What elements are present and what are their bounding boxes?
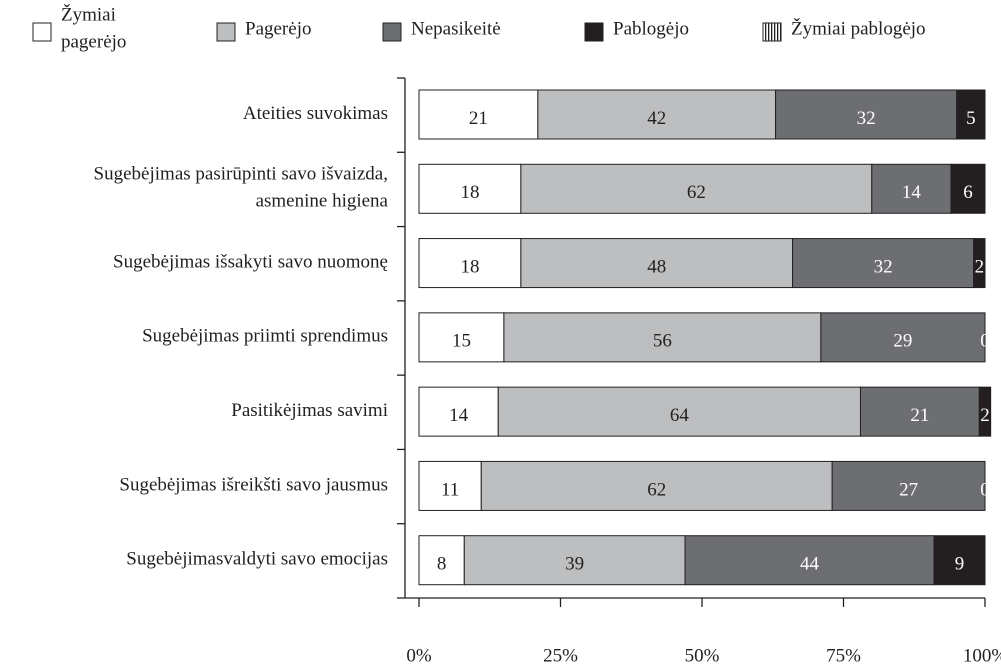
- data-label: 18: [460, 182, 479, 203]
- legend-label: Pagerėjo: [245, 18, 311, 39]
- category-label: Sugebėjimas išsakyti savo nuomonę: [113, 251, 388, 272]
- data-label: 39: [565, 554, 584, 575]
- data-label: 27: [899, 479, 918, 500]
- x-tick-label: 0%: [406, 645, 432, 666]
- data-label: 21: [469, 108, 488, 129]
- bar-segment: [418, 386, 499, 437]
- bar-segment: [775, 89, 958, 140]
- data-label: 14: [449, 405, 469, 426]
- bar-segment: [684, 535, 935, 586]
- bar-segment: [418, 312, 505, 363]
- data-label: 11: [441, 479, 459, 500]
- category-label: Pasitikėjimas savimi: [231, 400, 388, 421]
- bar-segment: [503, 312, 822, 363]
- legend-label: Žymiai pagerėjo: [61, 4, 126, 53]
- bar-segment: [820, 312, 986, 363]
- legend-swatch: [584, 22, 604, 42]
- bar-segment: [933, 535, 986, 586]
- data-label: 56: [653, 331, 672, 352]
- data-label: 62: [647, 479, 666, 500]
- bar-segment: [497, 386, 861, 437]
- legend-swatch: [32, 22, 52, 42]
- data-label: 32: [857, 108, 876, 129]
- x-tick-label: 75%: [826, 645, 861, 666]
- data-label: 29: [893, 331, 912, 352]
- bar-segment: [831, 460, 986, 511]
- category-label: Sugebėjimas priimti sprendimus: [142, 326, 388, 347]
- legend-swatch: [762, 22, 782, 42]
- data-label: 6: [963, 182, 973, 203]
- data-label: 5: [966, 108, 976, 129]
- data-label: 18: [460, 256, 479, 277]
- data-label: 21: [910, 405, 929, 426]
- data-label: 15: [452, 331, 471, 352]
- data-label: 0: [980, 479, 990, 500]
- data-label: 2: [975, 256, 985, 277]
- data-label: 14: [902, 182, 922, 203]
- category-label: Sugebėjimas išreikšti savo jausmus: [119, 474, 388, 495]
- legend-label: Pablogėjo: [613, 18, 689, 39]
- x-tick-label: 100%: [963, 645, 1001, 666]
- bar-segment: [956, 89, 986, 140]
- bar-segment: [871, 163, 952, 214]
- bar-segment: [520, 238, 794, 289]
- bar-segment: [463, 535, 686, 586]
- x-tick-label: 50%: [685, 645, 720, 666]
- legend-swatch: [382, 22, 402, 42]
- category-label: Ateities suvokimas: [243, 103, 388, 124]
- data-label: 64: [670, 405, 690, 426]
- bar-segment: [950, 163, 986, 214]
- legend-label: Nepasikeitė: [411, 18, 501, 39]
- category-label: Sugebėjimasvaldyti savo emocijas: [126, 549, 388, 570]
- data-label: 42: [647, 108, 666, 129]
- bar-segment: [859, 386, 980, 437]
- bar-segment: [973, 238, 986, 289]
- data-label: 9: [955, 554, 965, 575]
- bar-segment: [520, 163, 873, 214]
- data-label: 32: [874, 256, 893, 277]
- bar-segment: [792, 238, 975, 289]
- data-label: 62: [687, 182, 706, 203]
- x-tick-label: 25%: [543, 645, 578, 666]
- data-label: 48: [647, 256, 666, 277]
- category-label: Sugebėjimas pasirūpinti savo išvaizda, as…: [94, 164, 389, 212]
- legend-swatch: [216, 22, 236, 42]
- bar-segment: [480, 460, 833, 511]
- bar-segment: [418, 89, 539, 140]
- bar-segment: [978, 386, 992, 437]
- data-label: 8: [437, 554, 447, 575]
- legend-label: Žymiai pablogėjo: [791, 17, 926, 39]
- data-label: 44: [800, 554, 820, 575]
- data-label: 2: [980, 405, 990, 426]
- bar-segment: [418, 238, 522, 289]
- bar-segment: [418, 163, 522, 214]
- data-label: 0: [980, 331, 990, 352]
